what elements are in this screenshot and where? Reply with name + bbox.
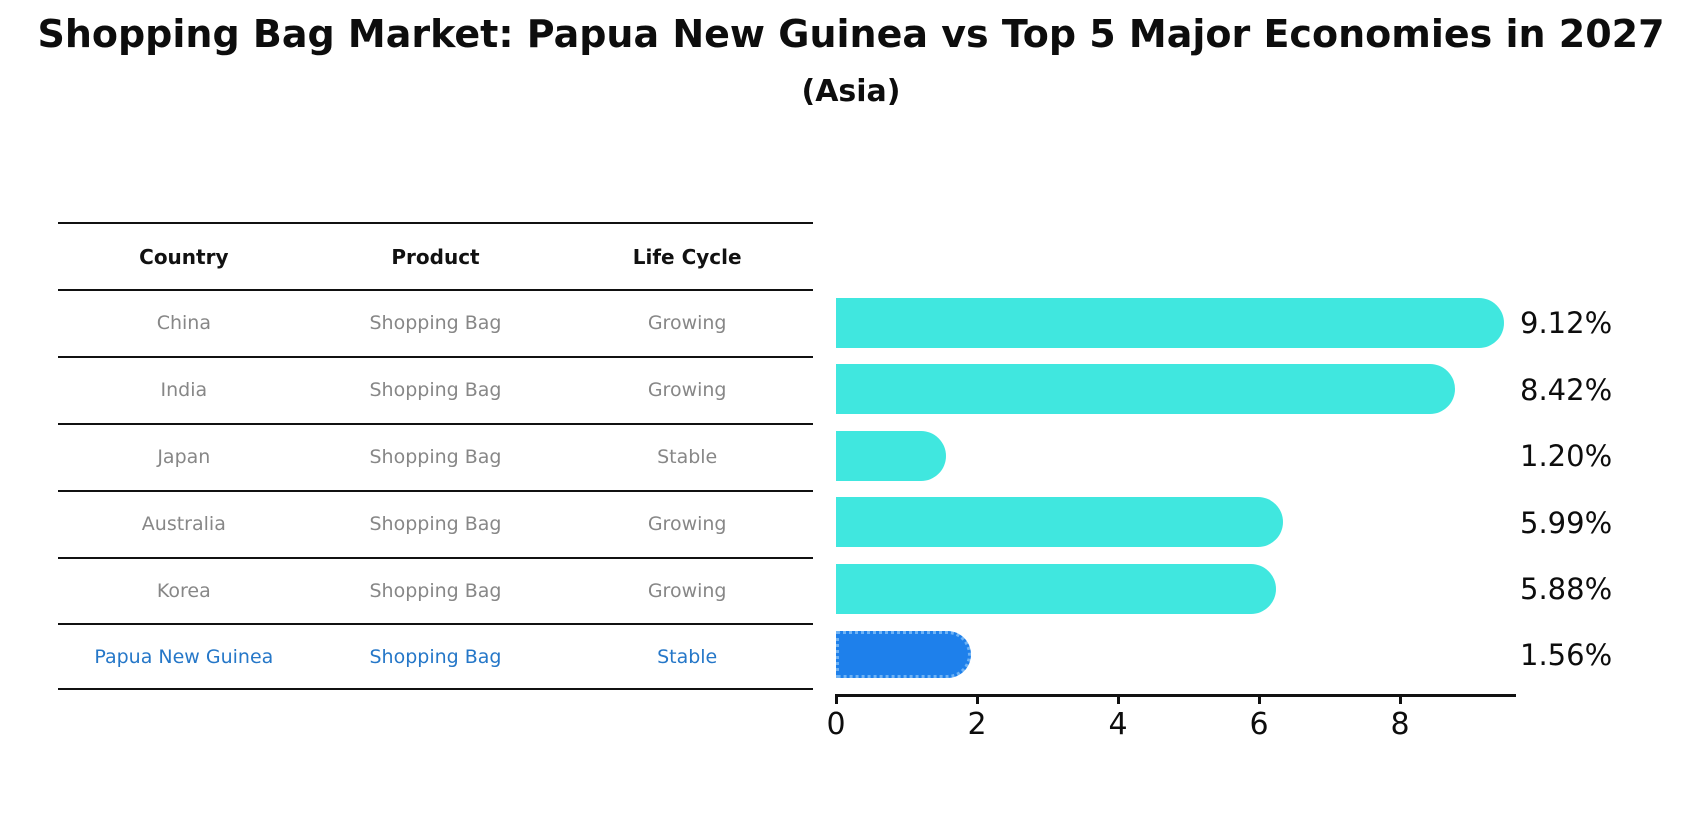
column-header-country: Country (139, 244, 229, 269)
bar-australia (836, 497, 1284, 547)
x-axis-tick (1257, 694, 1261, 704)
cell-product: Shopping Bag (369, 513, 502, 536)
cell-life-cycle: Stable (657, 446, 718, 469)
cell-life-cycle: Stable (657, 645, 718, 668)
page-title: Shopping Bag Market: Papua New Guinea vs… (37, 12, 1665, 56)
cell-product: Shopping Bag (369, 379, 502, 402)
bar-india (836, 364, 1455, 414)
x-axis-tick-label: 0 (826, 707, 846, 742)
x-axis-tick-label: 4 (1108, 707, 1128, 742)
value-label-india: 8.42% (1520, 373, 1613, 407)
cell-product: Shopping Bag (369, 446, 502, 469)
bar-papua-new-guinea-highlighted (836, 631, 971, 678)
table-row-korea: Korea Shopping Bag Growing (58, 556, 813, 624)
table-row-papua-new-guinea: Papua New Guinea Shopping Bag Stable (58, 623, 813, 691)
table-row-japan: Japan Shopping Bag Stable (58, 422, 813, 490)
cell-life-cycle: Growing (647, 379, 727, 402)
x-axis-line (836, 694, 1516, 697)
value-label-japan: 1.20% (1520, 439, 1613, 473)
x-axis-tick-label: 6 (1249, 707, 1269, 742)
bar-china (836, 298, 1504, 348)
cell-country: Papua New Guinea (94, 645, 274, 668)
page-subtitle: (Asia) (801, 74, 901, 109)
country-table: Country Product Life Cycle China Shoppin… (58, 222, 813, 691)
bar-japan (836, 431, 946, 481)
cell-life-cycle: Growing (647, 513, 727, 536)
cell-country: Australia (141, 513, 226, 536)
x-axis-tick (1398, 694, 1402, 704)
bar-korea (836, 564, 1276, 614)
x-axis-tick (834, 694, 838, 704)
cell-life-cycle: Growing (647, 580, 727, 602)
cell-country: India (160, 379, 208, 402)
table-row-australia: Australia Shopping Bag Growing (58, 489, 813, 557)
x-axis-tick-label: 2 (967, 707, 987, 742)
x-axis-tick-label: 8 (1390, 707, 1410, 742)
cell-country: Korea (156, 580, 211, 602)
column-header-life-cycle: Life Cycle (632, 244, 742, 269)
value-label-korea: 5.88% (1520, 572, 1613, 606)
table-row-india: India Shopping Bag Growing (58, 355, 813, 423)
value-label-papua-new-guinea: 1.56% (1520, 638, 1613, 672)
cell-country: China (156, 312, 211, 335)
cell-life-cycle: Growing (647, 312, 727, 335)
cell-product: Shopping Bag (369, 645, 502, 668)
value-label-china: 9.12% (1520, 306, 1613, 340)
x-axis-tick (1116, 694, 1120, 704)
table-header-row: Country Product Life Cycle (58, 222, 813, 289)
value-label-australia: 5.99% (1520, 506, 1613, 540)
x-axis-tick (975, 694, 979, 704)
column-header-product: Product (391, 244, 480, 269)
cell-product: Shopping Bag (369, 580, 502, 602)
table-row-china: China Shopping Bag Growing (58, 289, 813, 356)
cell-product: Shopping Bag (369, 312, 502, 335)
cell-country: Japan (157, 446, 211, 469)
